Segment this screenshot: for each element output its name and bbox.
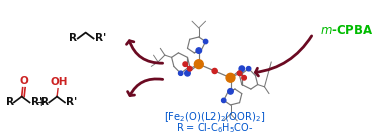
Circle shape	[178, 71, 183, 75]
Text: R: R	[69, 34, 77, 43]
Text: $\it{m}$-CPBA: $\it{m}$-CPBA	[320, 24, 373, 37]
Circle shape	[183, 62, 187, 66]
Circle shape	[239, 66, 245, 71]
Text: R: R	[41, 97, 49, 108]
Circle shape	[246, 67, 251, 71]
Text: +: +	[36, 96, 46, 109]
Text: R = Cl-C$_6$H$_5$CO-: R = Cl-C$_6$H$_5$CO-	[176, 121, 253, 135]
Text: OH: OH	[50, 77, 68, 87]
Circle shape	[212, 68, 217, 74]
Circle shape	[242, 75, 246, 80]
Circle shape	[196, 48, 201, 53]
Text: R': R'	[31, 97, 42, 108]
Circle shape	[237, 71, 242, 75]
Circle shape	[203, 39, 208, 44]
Circle shape	[228, 89, 233, 94]
Circle shape	[194, 60, 203, 69]
Circle shape	[222, 98, 226, 103]
Text: [Fe$_2$(O)(L2)$_2$(OOR)$_2$]: [Fe$_2$(O)(L2)$_2$(OOR)$_2$]	[164, 110, 265, 124]
Text: R': R'	[94, 34, 106, 43]
Text: R': R'	[66, 97, 77, 108]
Text: O: O	[19, 76, 28, 86]
Circle shape	[226, 73, 235, 82]
Circle shape	[185, 71, 190, 76]
Circle shape	[187, 66, 192, 71]
Text: R: R	[6, 97, 14, 108]
